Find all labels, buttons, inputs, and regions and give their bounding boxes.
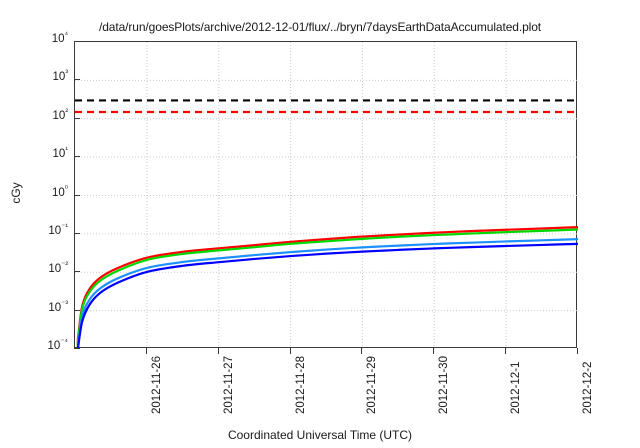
x-axis-tick-label: 2012-12-2	[582, 361, 594, 414]
x-axis-tick-mark	[217, 348, 219, 354]
x-axis-tick-label: 2012-11-27	[222, 356, 235, 414]
x-axis-tick-mark	[361, 348, 363, 354]
x-axis-tick-mark	[145, 348, 147, 354]
y-axis-tick-label: 10²	[52, 106, 68, 122]
x-axis-tick-mark	[433, 348, 435, 354]
y-axis-tick-mark	[74, 232, 80, 234]
x-axis-label: Coordinated Universal Time (UTC)	[227, 428, 413, 442]
plot-canvas	[75, 42, 578, 349]
y-axis-tick-mark	[74, 194, 80, 196]
y-axis-tick-label: 10⁻²	[48, 260, 68, 276]
y-axis-tick-label: 10¹	[52, 145, 68, 161]
y-axis-tick-labels: 10⁴ 10³ 10² 10¹ 10⁰ 10⁻¹ 10⁻² 10⁻³ 10⁻⁴	[0, 0, 68, 448]
y-axis-tick-mark	[74, 348, 80, 349]
y-axis-tick-label: 10⁻¹	[48, 222, 68, 237]
y-axis-tick-mark	[74, 271, 80, 273]
y-axis-tick-mark	[74, 79, 80, 81]
x-axis-tick-label: 2012-12-1	[510, 361, 523, 414]
data-series-accumulated-dose-blue	[76, 242, 578, 349]
data-series-accumulated-dose-green	[76, 228, 578, 349]
x-axis-tick-label: 2012-11-29	[366, 356, 379, 414]
y-axis-tick-label: 10⁰	[51, 183, 68, 199]
x-axis-tick-label: 2012-11-28	[294, 356, 307, 414]
y-axis-tick-mark	[74, 156, 80, 158]
x-axis-tick-mark	[289, 348, 291, 354]
data-series-accumulated-dose-red	[76, 226, 578, 349]
y-axis-tick-mark	[74, 41, 80, 42]
x-axis-tick-mark	[505, 348, 507, 354]
page-title: /data/run/goesPlots/archive/2012-12-01/f…	[98, 20, 542, 34]
y-axis-tick-label: 10⁴	[51, 30, 68, 45]
x-axis-tick-mark	[577, 348, 578, 354]
data-series-accumulated-dose-lightblue	[76, 238, 578, 349]
y-axis-tick-mark	[74, 117, 80, 119]
y-axis-tick-label: 10³	[52, 68, 68, 84]
x-axis-tick-label: 2012-11-30	[438, 356, 451, 414]
plot-area	[74, 41, 578, 349]
y-axis-tick-label: 10⁻⁴	[47, 337, 68, 352]
y-axis-tick-mark	[74, 309, 80, 311]
x-axis-tick-label: 2012-11-26	[150, 356, 163, 414]
y-axis-tick-label: 10⁻³	[48, 298, 68, 314]
